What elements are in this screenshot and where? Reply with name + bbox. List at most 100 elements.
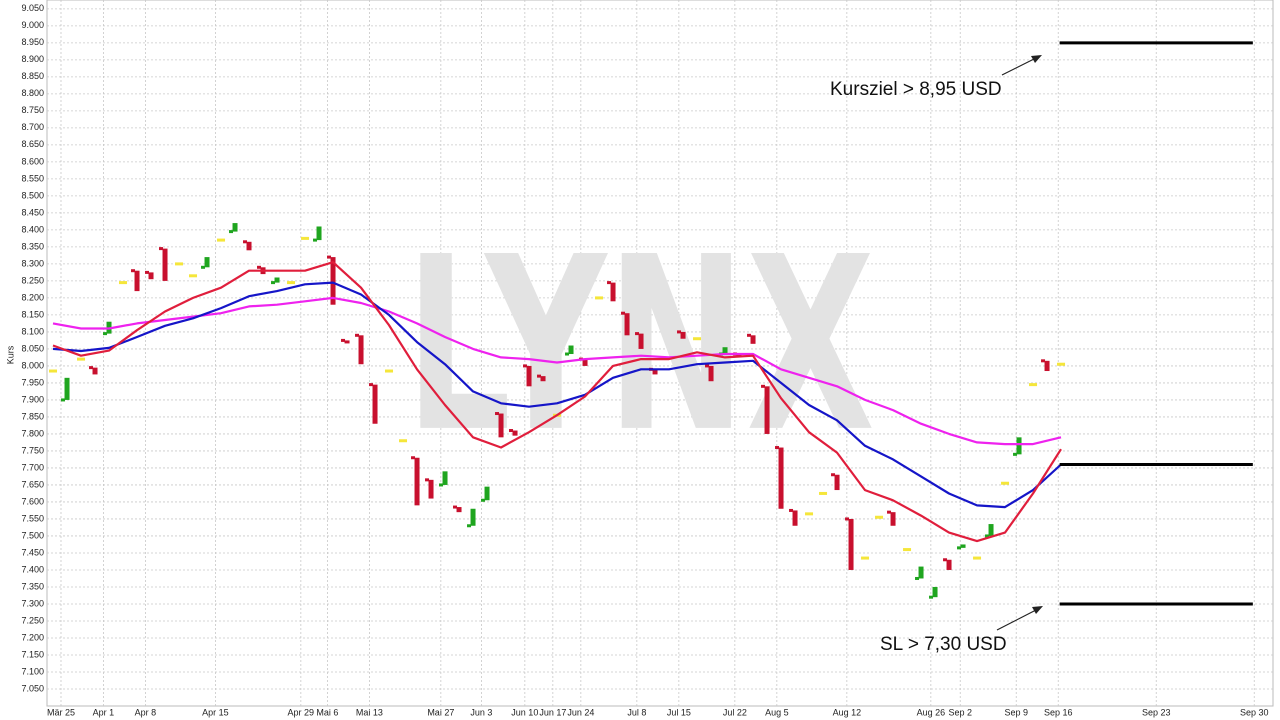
y-tick-label: 8.550 (21, 173, 44, 183)
y-tick-label: 8.450 (21, 207, 44, 217)
y-tick-label: 8.950 (21, 37, 44, 47)
candle-body (834, 474, 840, 491)
candle-flat (875, 515, 884, 519)
candle-body (162, 248, 168, 281)
x-tick-label: Jul 15 (667, 707, 691, 717)
candle-body (638, 333, 644, 349)
candle-body (92, 367, 98, 375)
y-tick-label: 7.250 (21, 615, 44, 625)
candle-open-tick (607, 281, 612, 285)
candle-open-tick (635, 332, 640, 336)
y-tick-label: 7.400 (21, 564, 44, 574)
x-tick-label: Aug 12 (833, 707, 862, 717)
candle-open-tick (705, 364, 710, 368)
candle-open-tick (411, 456, 416, 460)
candle-open-tick (131, 269, 136, 273)
arrow-head (1032, 606, 1043, 614)
candle-open-tick (439, 483, 444, 487)
x-tick-label: Mai 6 (316, 707, 338, 717)
candle-open-tick (523, 364, 528, 368)
y-tick-label: 7.100 (21, 666, 44, 676)
candle-open-tick (943, 558, 948, 562)
candle-open-tick (1041, 359, 1046, 363)
candle-open-tick (957, 546, 962, 550)
candle-flat (119, 281, 128, 285)
x-tick-label: Jun 3 (470, 707, 492, 717)
candle-open-tick (789, 508, 794, 512)
candle-body (946, 559, 952, 570)
candle-open-tick (929, 595, 934, 599)
candle-flat (861, 556, 870, 560)
candle-flat (77, 357, 86, 361)
candle-open-tick (677, 330, 682, 334)
y-tick-label: 8.250 (21, 275, 44, 285)
candle-flat (973, 556, 982, 560)
candle-body (134, 270, 140, 292)
candle-open-tick (61, 398, 66, 402)
candle-open-tick (537, 374, 542, 378)
candle-body (778, 447, 784, 509)
candle-body (498, 413, 504, 438)
candle-flat (805, 512, 814, 516)
candle-body (148, 272, 154, 280)
candle-flat (819, 491, 828, 495)
y-tick-label: 8.650 (21, 139, 44, 149)
candle-open-tick (761, 384, 766, 388)
candle-open-tick (271, 281, 276, 285)
x-tick-label: Mai 27 (427, 707, 454, 717)
x-tick-label: Apr 15 (202, 707, 229, 717)
grid (46, 0, 1274, 707)
y-tick-label: 7.450 (21, 547, 44, 557)
candle-body (512, 430, 518, 436)
candle-body (708, 365, 714, 382)
candle-body (582, 359, 588, 366)
candle-open-tick (145, 270, 150, 274)
candle-open-tick (467, 524, 472, 528)
candle-open-tick (831, 473, 836, 477)
candle-body (960, 544, 966, 548)
candle-body (358, 335, 364, 365)
candle-open-tick (313, 238, 318, 242)
candle-open-tick (103, 332, 108, 336)
candle-body (442, 471, 448, 485)
y-tick-label: 7.200 (21, 632, 44, 642)
candle-open-tick (355, 333, 360, 337)
candle-open-tick (327, 255, 332, 259)
candle-body (540, 376, 546, 382)
y-tick-label: 8.150 (21, 309, 44, 319)
x-tick-label: Aug 26 (917, 707, 946, 717)
candle-body (764, 386, 770, 434)
candle-body (890, 512, 896, 526)
y-tick-label: 8.400 (21, 224, 44, 234)
x-tick-label: Sep 2 (948, 707, 972, 717)
candle-body (526, 365, 532, 387)
candle-flat (693, 337, 702, 341)
candle-flat (287, 281, 296, 285)
y-tick-label: 7.300 (21, 598, 44, 608)
y-tick-label: 7.700 (21, 462, 44, 472)
candle-open-tick (565, 352, 570, 356)
y-tick-label: 7.800 (21, 428, 44, 438)
candle-body (680, 331, 686, 339)
candle-open-tick (369, 383, 374, 387)
y-tick-label: 7.050 (21, 683, 44, 693)
x-tick-label: Jul 22 (723, 707, 747, 717)
y-tick-label: 7.850 (21, 411, 44, 421)
candle-body (204, 257, 210, 268)
y-tick-label: 7.750 (21, 445, 44, 455)
x-tick-label: Mär 25 (47, 707, 75, 717)
x-tick-label: Sep 30 (1240, 707, 1269, 717)
marks (49, 41, 1253, 606)
candle-open-tick (425, 478, 430, 482)
y-tick-label: 8.700 (21, 122, 44, 132)
candle-open-tick (89, 366, 94, 370)
y-tick-label: 7.550 (21, 513, 44, 523)
candle-flat (189, 274, 198, 278)
candle-flat (1001, 481, 1010, 485)
candle-body (932, 586, 938, 598)
candle-body (610, 282, 616, 302)
candle-open-tick (257, 265, 262, 269)
candle-flat (1057, 362, 1066, 366)
candle-body (330, 257, 336, 305)
